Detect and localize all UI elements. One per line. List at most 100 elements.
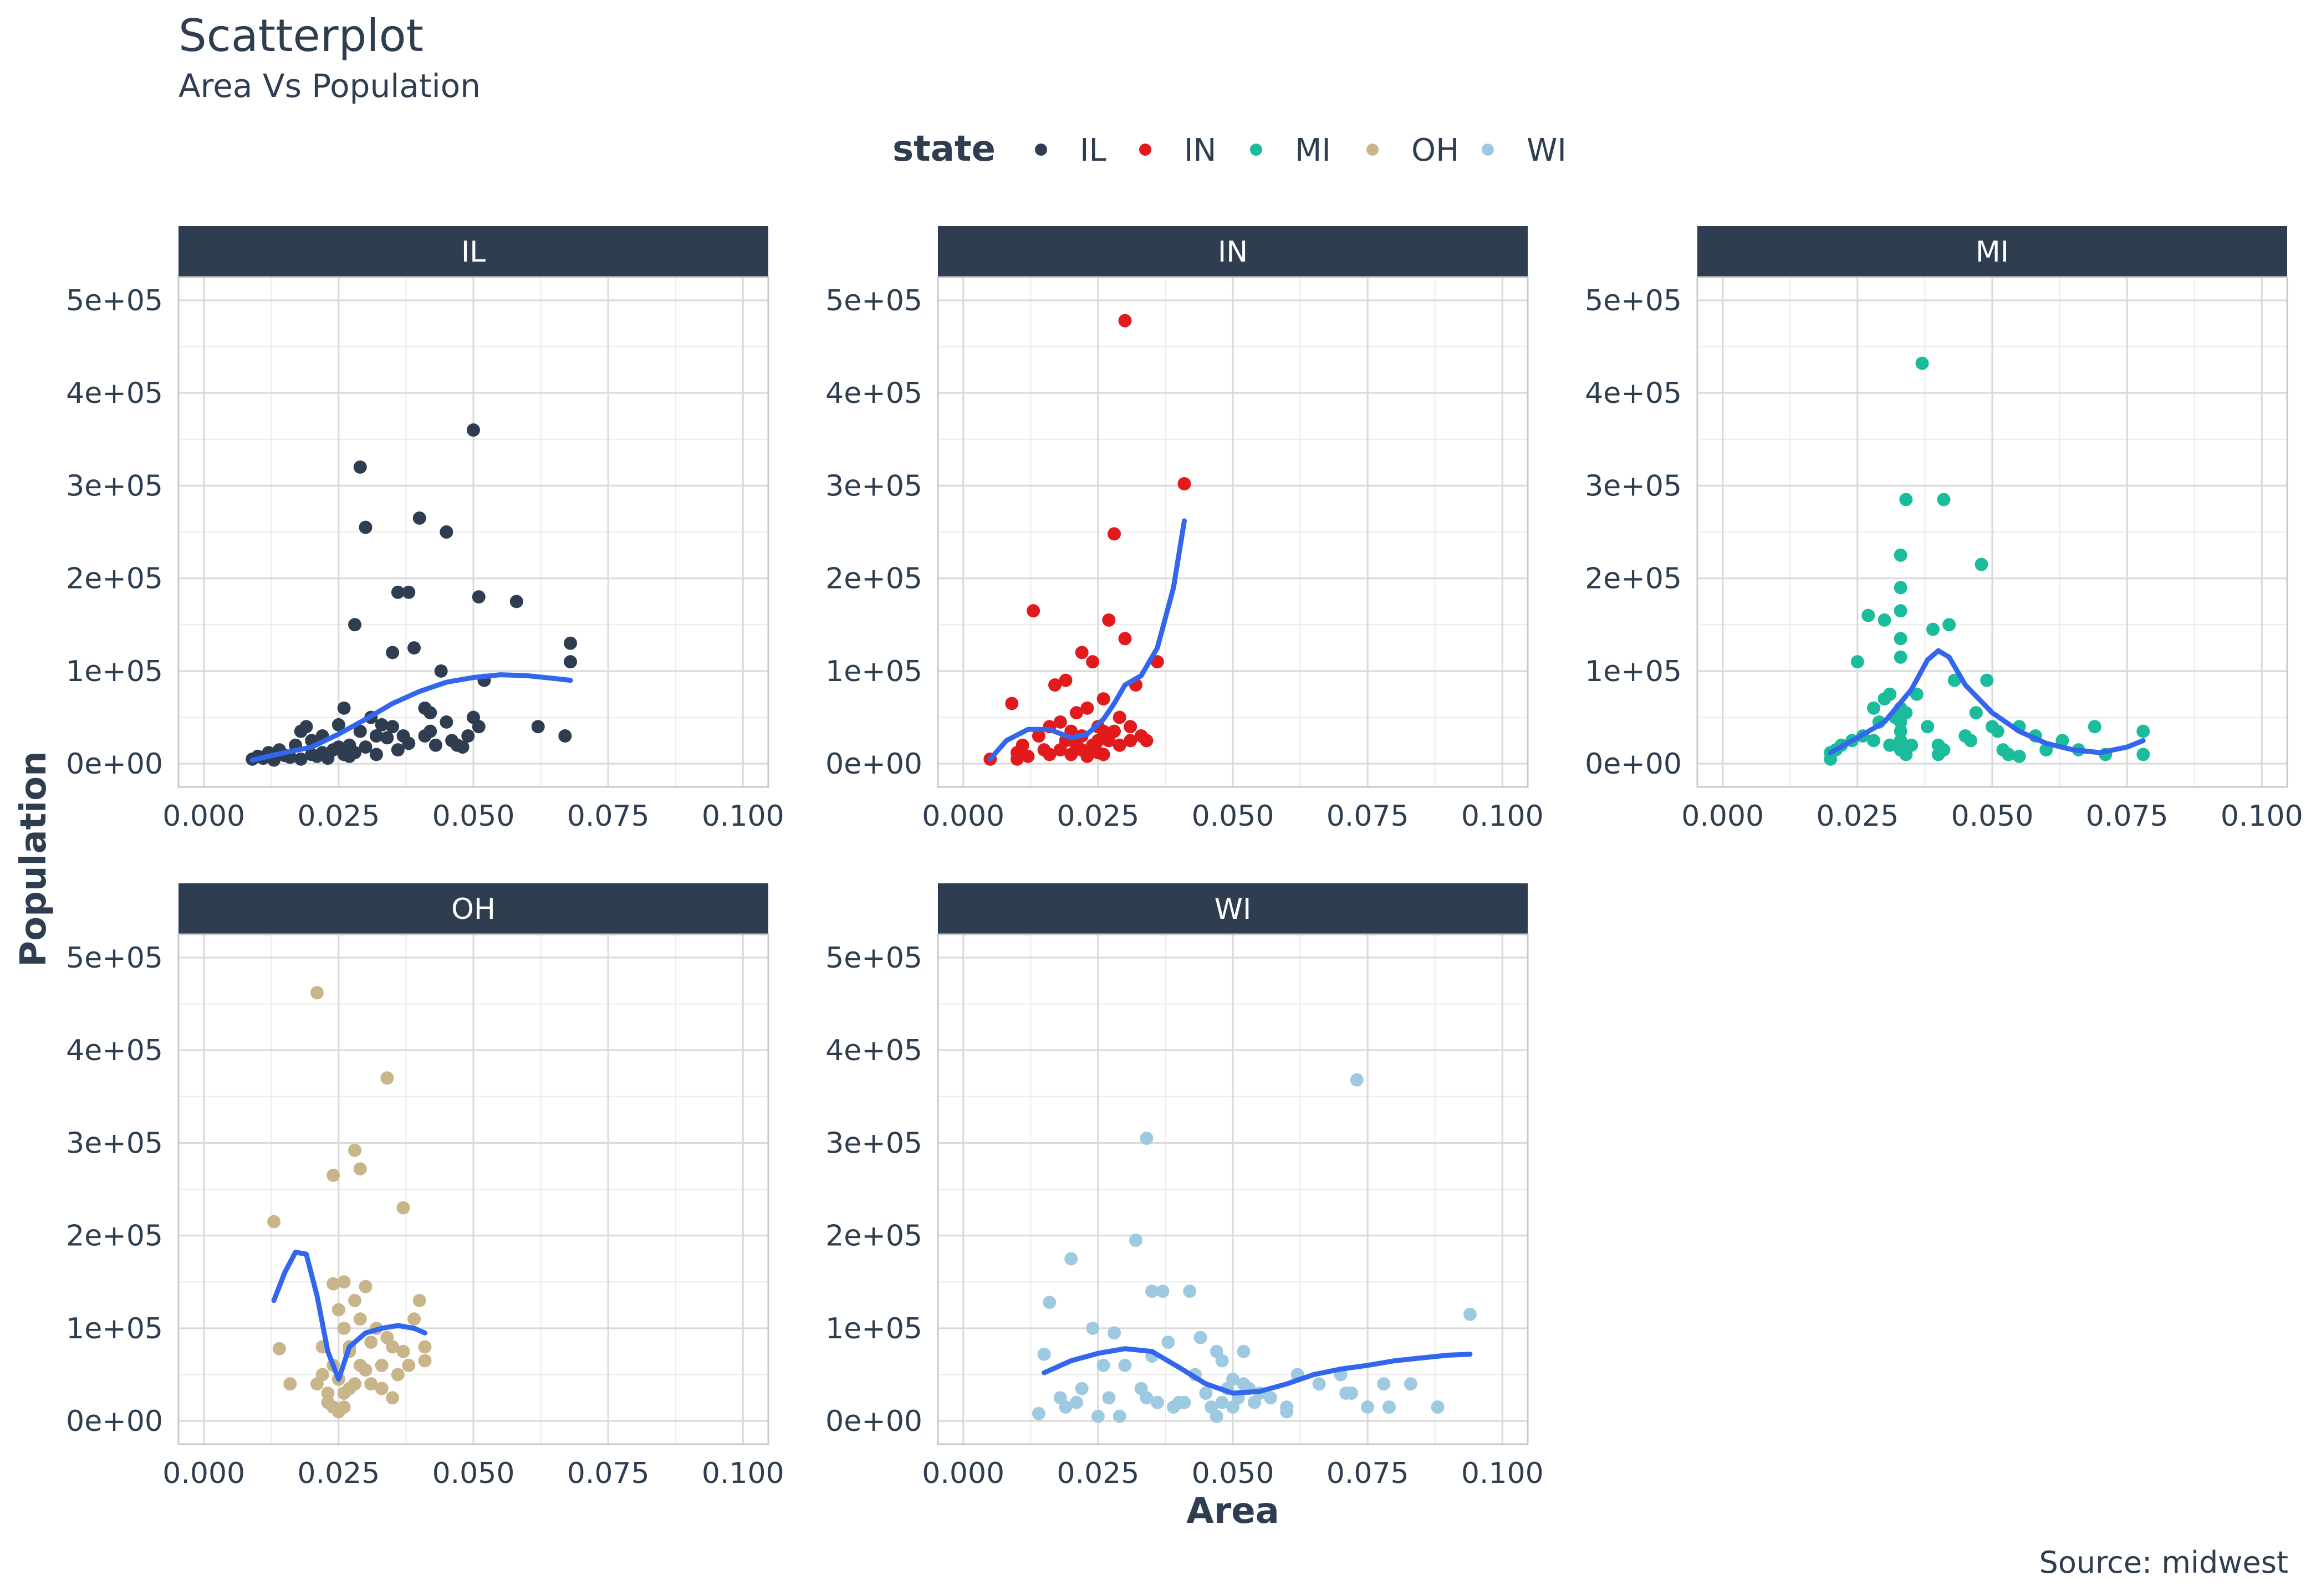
- strip-in: [938, 226, 1528, 277]
- data-point: [1075, 646, 1089, 659]
- data-point: [1102, 1391, 1116, 1405]
- data-point: [391, 1368, 405, 1382]
- data-point: [1894, 724, 1907, 738]
- data-point: [1964, 734, 1978, 748]
- data-point: [2136, 748, 2150, 761]
- data-point: [1096, 1358, 1110, 1372]
- data-point: [1921, 720, 1935, 734]
- data-point: [412, 511, 426, 525]
- data-point: [353, 1312, 367, 1326]
- data-point: [1899, 493, 1913, 507]
- data-point: [1264, 1391, 1278, 1405]
- data-point: [1156, 1285, 1170, 1298]
- y-tick-label: 1e+05: [1585, 655, 1682, 688]
- data-point: [380, 731, 394, 745]
- data-point: [440, 715, 453, 729]
- data-point: [1867, 701, 1881, 715]
- data-point: [294, 752, 308, 766]
- strip-label-mi: MI: [1976, 236, 2009, 269]
- x-tick-label: 0.100: [702, 1457, 784, 1490]
- data-point: [2012, 749, 2026, 763]
- data-point: [380, 1071, 394, 1085]
- panel-border: [937, 933, 1529, 1445]
- data-point: [1129, 1234, 1142, 1247]
- x-tick-label: 0.000: [922, 800, 1004, 833]
- legend-label-in: IN: [1184, 132, 1216, 168]
- y-tick-label: 3e+05: [66, 469, 163, 503]
- legend: state IL IN MI OH WI: [892, 129, 1567, 170]
- panel-border: [937, 276, 1529, 788]
- legend-key-il: [1035, 144, 1047, 156]
- data-point: [434, 664, 448, 678]
- data-point: [1377, 1377, 1391, 1391]
- data-point: [1883, 738, 1897, 752]
- x-tick-label: 0.025: [297, 800, 380, 833]
- data-point: [1069, 1395, 1083, 1409]
- data-point: [315, 1368, 329, 1382]
- data-point: [1086, 655, 1100, 669]
- data-point: [428, 738, 442, 752]
- data-point: [418, 1340, 432, 1354]
- data-point: [386, 1340, 400, 1354]
- legend-label-oh: OH: [1411, 132, 1459, 168]
- legend-key-oh: [1366, 144, 1379, 156]
- y-tick-label: 3e+05: [825, 1127, 922, 1160]
- data-point: [564, 636, 578, 650]
- smooth-line-oh: [271, 1250, 427, 1382]
- smooth-line-wi: [1042, 1346, 1473, 1396]
- data-point: [1075, 1382, 1089, 1395]
- data-point: [1108, 1326, 1121, 1340]
- legend-key-mi: [1250, 144, 1262, 156]
- y-tick-label: 5e+05: [825, 942, 922, 975]
- y-tick-label: 2e+05: [1585, 562, 1682, 596]
- strip-label-wi: WI: [1215, 893, 1252, 926]
- smooth-line-in: [987, 518, 1187, 762]
- x-tick-label: 0.050: [432, 800, 515, 833]
- y-tick-label: 2e+05: [66, 1220, 163, 1253]
- x-tick-label: 0.100: [1461, 1457, 1544, 1490]
- data-point: [461, 729, 475, 743]
- data-point: [1108, 527, 1121, 541]
- x-tick-label: 0.050: [1192, 1457, 1274, 1490]
- data-point: [1280, 1405, 1294, 1419]
- data-point: [1032, 1406, 1045, 1420]
- data-point: [1069, 706, 1083, 720]
- data-point: [1108, 724, 1121, 738]
- data-point: [1894, 548, 1907, 562]
- y-tick-label: 3e+05: [825, 469, 922, 503]
- data-point: [1145, 1285, 1159, 1298]
- data-point: [402, 736, 416, 750]
- y-tick-label: 4e+05: [1585, 377, 1682, 410]
- data-point: [1037, 1347, 1051, 1361]
- data-point: [369, 748, 383, 761]
- y-tick-label: 3e+05: [66, 1127, 163, 1160]
- strip-label-il: IL: [461, 236, 486, 269]
- data-point: [472, 720, 486, 734]
- data-point: [348, 1143, 362, 1157]
- x-tick-label: 0.050: [1192, 800, 1274, 833]
- data-point: [1086, 1321, 1100, 1335]
- data-point: [558, 729, 572, 743]
- data-point: [337, 701, 351, 715]
- chart-title: Scatterplot: [178, 10, 424, 62]
- data-point: [331, 718, 345, 732]
- data-point: [564, 655, 578, 669]
- data-point: [353, 724, 367, 738]
- data-point: [1937, 493, 1951, 507]
- data-point: [299, 720, 313, 734]
- y-tick-label: 5e+05: [825, 284, 922, 318]
- data-point: [364, 1336, 378, 1349]
- y-tick-label: 2e+05: [825, 1220, 922, 1253]
- data-point: [391, 585, 405, 599]
- data-point: [1404, 1377, 1417, 1391]
- data-point: [1899, 706, 1913, 720]
- data-point: [418, 1354, 432, 1368]
- y-tick-label: 5e+05: [66, 284, 163, 318]
- data-point: [1463, 1307, 1477, 1321]
- data-point: [359, 1280, 373, 1293]
- data-point: [369, 729, 383, 743]
- data-point: [1861, 608, 1875, 622]
- data-point: [353, 1162, 367, 1176]
- data-point: [2002, 748, 2016, 761]
